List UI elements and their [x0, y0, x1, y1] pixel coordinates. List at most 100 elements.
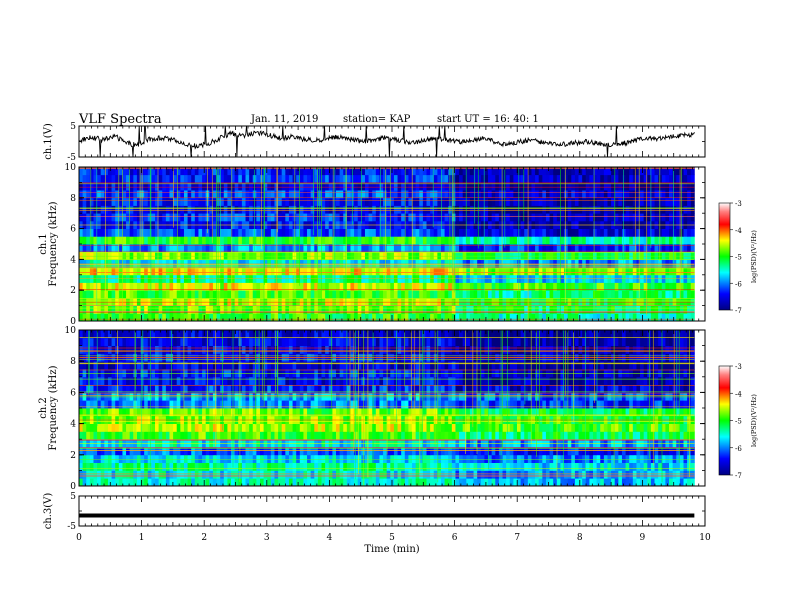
ch1-spectrogram-cell: [578, 167, 583, 176]
ch1-spectrogram-cell: [176, 290, 181, 299]
ch1-spectrogram-cell: [147, 174, 152, 183]
ch2-spectrogram-cell: [212, 454, 217, 463]
ch1-spectrogram-cell: [419, 213, 424, 222]
ch1-spectrogram-cell: [325, 282, 330, 291]
ch1-spectrogram-cell: [354, 244, 359, 253]
ch1-spectrogram-cell: [553, 190, 558, 199]
ch1-spectrogram-cell: [270, 267, 275, 276]
ch1-spectrogram-cell: [241, 213, 246, 222]
ch1-spectrogram-cell: [133, 244, 138, 253]
ch2-spectrogram-cell: [495, 431, 500, 440]
ch1-spectrogram-cell: [401, 244, 406, 253]
ch1-spectrogram-cell: [527, 259, 532, 268]
ch2-spectrogram-cell: [328, 423, 333, 432]
ch2-spectrogram-cell: [393, 447, 398, 456]
ch2-spectrogram-cell: [202, 431, 207, 440]
ch1-spectrogram-cell: [198, 282, 203, 291]
ch1-spectrogram-cell: [158, 236, 163, 245]
ch1-spectrogram-cell: [155, 282, 160, 291]
ch2-spectrogram-cell: [484, 447, 489, 456]
ch1-spectrogram-cell: [209, 167, 214, 176]
ch1-spectrogram-cell: [545, 267, 550, 276]
ch1-spectrogram-cell: [571, 167, 576, 176]
ch2-spectrogram-cell: [509, 478, 514, 487]
ch2-spectrogram-cell: [317, 454, 322, 463]
ch1-spectrogram-cell: [245, 213, 250, 222]
ch2-spectrogram-cell: [187, 454, 192, 463]
ch2-spectrogram-cell: [560, 470, 565, 479]
ch1-spectrogram-cell: [307, 282, 312, 291]
ch1-spectrogram-cell: [191, 313, 196, 322]
ch1-spectrogram-cell: [509, 259, 514, 268]
ch1-spectrogram-cell: [89, 290, 94, 299]
ch1-spectrogram-cell: [180, 267, 185, 276]
ch2-spectrogram-cell: [285, 447, 290, 456]
ch1-spectrogram-cell: [303, 290, 308, 299]
ch2-spectrogram-cell: [535, 478, 540, 487]
ch1-spectrogram-cell: [361, 213, 366, 222]
ch1-spectrogram-cell: [386, 244, 391, 253]
ch1-spectrogram-cell: [412, 174, 417, 183]
ch1-spectrogram-cell: [527, 190, 532, 199]
ch1-spectrogram-cell: [173, 259, 178, 268]
ch1-spectrogram-cell: [336, 167, 341, 176]
ch1-spectrogram-cell: [647, 167, 652, 176]
ch1-spectrogram-cell: [368, 236, 373, 245]
ch1-spectrogram-cell: [361, 236, 366, 245]
ch2-spectrogram-cell: [198, 462, 203, 471]
ch2-spectrogram-cell: [350, 454, 355, 463]
ch1-spectrogram-cell: [118, 244, 123, 253]
ch1-spectrogram-cell: [589, 228, 594, 237]
ch2-spectrogram-cell: [593, 462, 598, 471]
ch1-spectrogram-cell: [607, 282, 612, 291]
ch1-spectrogram-cell: [241, 236, 246, 245]
ch2-spectrogram-cell: [136, 478, 141, 487]
ch1-spectrogram-cell: [440, 167, 445, 176]
ch1-spectrogram-cell: [191, 259, 196, 268]
ch1-spectrogram-cell: [267, 290, 272, 299]
ch1-spectrogram-cell: [658, 205, 663, 214]
ch2-spectrogram-cell: [245, 470, 250, 479]
ch1-spectrogram-cell: [299, 313, 304, 322]
ch2-spectrogram-cell: [567, 431, 572, 440]
ch1-spectrogram-cell: [100, 182, 105, 191]
ch1-spectrogram-cell: [509, 205, 514, 214]
ch1-spectrogram-cell: [165, 190, 170, 199]
ch1-spectrogram-cell: [524, 305, 529, 314]
ch1-spectrogram-cell: [176, 174, 181, 183]
ch1-spectrogram-cell: [527, 290, 532, 299]
ch2-spectrogram-cell: [567, 470, 572, 479]
ch1-spectrogram-cell: [79, 213, 84, 222]
ch1-spectrogram-cell: [422, 244, 427, 253]
ch2-spectrogram-cell: [288, 470, 293, 479]
ch1-spectrogram-cell: [97, 167, 102, 176]
ch1-spectrogram-cell: [491, 197, 496, 206]
ch2-spectrogram-cell: [516, 454, 522, 463]
ch1-spectrogram-cell: [147, 236, 152, 245]
ch1-spectrogram-cell: [187, 251, 192, 260]
ch1-spectrogram-cell: [227, 251, 232, 260]
ch1-spectrogram-cell: [332, 205, 337, 214]
ch2-spectrogram-cell: [354, 423, 359, 432]
ch1-spectrogram-cell: [147, 259, 152, 268]
ch1-spectrogram-cell: [332, 305, 337, 314]
ch2-spectrogram-cell: [245, 423, 250, 432]
ch1-spectrogram-cell: [118, 167, 123, 176]
ch2-spectrogram-cell: [86, 431, 91, 440]
ch1-spectrogram-cell: [390, 267, 395, 276]
ch1-spectrogram-cell: [618, 313, 623, 322]
ch1-spectrogram-cell: [354, 174, 359, 183]
ch1-spectrogram-cell: [310, 167, 315, 176]
ch1-spectrogram-cell: [415, 290, 420, 299]
ch1-spectrogram-cell: [173, 236, 178, 245]
ch2-spectrogram-cell: [162, 447, 167, 456]
ch2-spectrogram-cell: [640, 447, 645, 456]
ch1-spectrogram-cell: [270, 190, 275, 199]
ch1-spectrogram-cell: [531, 267, 536, 276]
ch1-spectrogram-cell: [618, 174, 623, 183]
ch1-spectrogram-cell: [614, 167, 619, 176]
ch1-spectrogram-cell: [256, 267, 261, 276]
ch1-spectrogram-cell: [238, 190, 243, 199]
ch1-spectrogram-cell: [582, 251, 587, 260]
ch1-spectrogram-cell: [140, 174, 145, 183]
